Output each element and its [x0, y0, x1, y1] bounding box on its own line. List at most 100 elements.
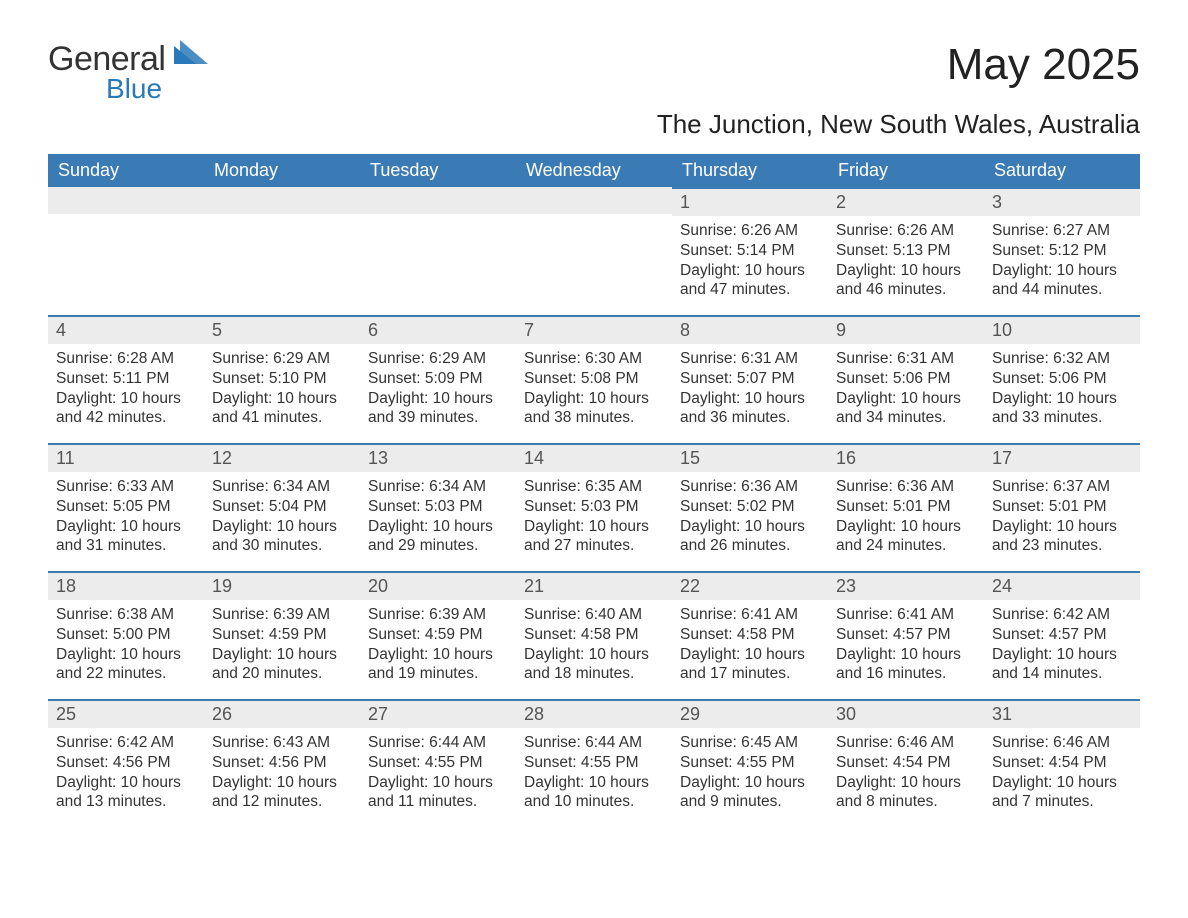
day-number-bar: 20 [360, 571, 516, 600]
calendar-day-cell: 2Sunrise: 6:26 AMSunset: 5:13 PMDaylight… [828, 187, 984, 315]
calendar-day-cell: 14Sunrise: 6:35 AMSunset: 5:03 PMDayligh… [516, 443, 672, 571]
day-body: Sunrise: 6:40 AMSunset: 4:58 PMDaylight:… [516, 600, 672, 684]
day-number-bar: 14 [516, 443, 672, 472]
day-body: Sunrise: 6:38 AMSunset: 5:00 PMDaylight:… [48, 600, 204, 684]
calendar-day-cell: 27Sunrise: 6:44 AMSunset: 4:55 PMDayligh… [360, 699, 516, 827]
page-title: May 2025 [947, 40, 1140, 90]
sunset-text: Sunset: 5:01 PM [836, 497, 976, 517]
sunset-text: Sunset: 4:55 PM [524, 753, 664, 773]
calendar-day-cell: 18Sunrise: 6:38 AMSunset: 5:00 PMDayligh… [48, 571, 204, 699]
day-number-bar: 26 [204, 699, 360, 728]
calendar-day-cell: 30Sunrise: 6:46 AMSunset: 4:54 PMDayligh… [828, 699, 984, 827]
calendar-body: 1Sunrise: 6:26 AMSunset: 5:14 PMDaylight… [48, 187, 1140, 827]
sunset-text: Sunset: 5:14 PM [680, 241, 820, 261]
daylight-text: Daylight: 10 hours and 18 minutes. [524, 645, 664, 685]
sunrise-text: Sunrise: 6:39 AM [212, 605, 352, 625]
day-body: Sunrise: 6:33 AMSunset: 5:05 PMDaylight:… [48, 472, 204, 556]
calendar-header-row: Sunday Monday Tuesday Wednesday Thursday… [48, 154, 1140, 187]
day-number-bar: 25 [48, 699, 204, 728]
day-header: Sunday [48, 154, 204, 187]
brand-logo: General Blue [48, 40, 208, 105]
day-header: Saturday [984, 154, 1140, 187]
day-number-bar: 11 [48, 443, 204, 472]
daylight-text: Daylight: 10 hours and 17 minutes. [680, 645, 820, 685]
daylight-text: Daylight: 10 hours and 12 minutes. [212, 773, 352, 813]
day-number-bar: 23 [828, 571, 984, 600]
daylight-text: Daylight: 10 hours and 44 minutes. [992, 261, 1132, 301]
day-number-bar: 18 [48, 571, 204, 600]
daylight-text: Daylight: 10 hours and 10 minutes. [524, 773, 664, 813]
sunset-text: Sunset: 5:13 PM [836, 241, 976, 261]
day-number-bar: 10 [984, 315, 1140, 344]
day-body: Sunrise: 6:29 AMSunset: 5:10 PMDaylight:… [204, 344, 360, 428]
day-body: Sunrise: 6:43 AMSunset: 4:56 PMDaylight:… [204, 728, 360, 812]
calendar-day-cell: 15Sunrise: 6:36 AMSunset: 5:02 PMDayligh… [672, 443, 828, 571]
sunset-text: Sunset: 4:56 PM [212, 753, 352, 773]
day-header: Tuesday [360, 154, 516, 187]
calendar-day-cell: 16Sunrise: 6:36 AMSunset: 5:01 PMDayligh… [828, 443, 984, 571]
daylight-text: Daylight: 10 hours and 29 minutes. [368, 517, 508, 557]
day-number-bar: 7 [516, 315, 672, 344]
sunset-text: Sunset: 4:55 PM [680, 753, 820, 773]
day-body: Sunrise: 6:37 AMSunset: 5:01 PMDaylight:… [984, 472, 1140, 556]
sunset-text: Sunset: 5:09 PM [368, 369, 508, 389]
calendar-day-cell: 12Sunrise: 6:34 AMSunset: 5:04 PMDayligh… [204, 443, 360, 571]
sunset-text: Sunset: 5:08 PM [524, 369, 664, 389]
day-body: Sunrise: 6:31 AMSunset: 5:06 PMDaylight:… [828, 344, 984, 428]
day-body: Sunrise: 6:41 AMSunset: 4:58 PMDaylight:… [672, 600, 828, 684]
calendar-day-cell: 4Sunrise: 6:28 AMSunset: 5:11 PMDaylight… [48, 315, 204, 443]
day-body: Sunrise: 6:26 AMSunset: 5:13 PMDaylight:… [828, 216, 984, 300]
sunrise-text: Sunrise: 6:29 AM [212, 349, 352, 369]
day-body: Sunrise: 6:26 AMSunset: 5:14 PMDaylight:… [672, 216, 828, 300]
calendar-day-cell [48, 187, 204, 315]
daylight-text: Daylight: 10 hours and 13 minutes. [56, 773, 196, 813]
day-number-bar: 1 [672, 187, 828, 216]
daylight-text: Daylight: 10 hours and 41 minutes. [212, 389, 352, 429]
day-body: Sunrise: 6:45 AMSunset: 4:55 PMDaylight:… [672, 728, 828, 812]
sunset-text: Sunset: 5:03 PM [368, 497, 508, 517]
sunset-text: Sunset: 4:58 PM [524, 625, 664, 645]
day-number-bar: 2 [828, 187, 984, 216]
sunrise-text: Sunrise: 6:44 AM [368, 733, 508, 753]
calendar-day-cell: 5Sunrise: 6:29 AMSunset: 5:10 PMDaylight… [204, 315, 360, 443]
sunset-text: Sunset: 5:00 PM [56, 625, 196, 645]
daylight-text: Daylight: 10 hours and 42 minutes. [56, 389, 196, 429]
daylight-text: Daylight: 10 hours and 38 minutes. [524, 389, 664, 429]
day-header: Thursday [672, 154, 828, 187]
sunset-text: Sunset: 4:59 PM [212, 625, 352, 645]
sunrise-text: Sunrise: 6:31 AM [680, 349, 820, 369]
daylight-text: Daylight: 10 hours and 8 minutes. [836, 773, 976, 813]
day-number-bar: 30 [828, 699, 984, 728]
sunset-text: Sunset: 5:10 PM [212, 369, 352, 389]
calendar-day-cell: 28Sunrise: 6:44 AMSunset: 4:55 PMDayligh… [516, 699, 672, 827]
sunset-text: Sunset: 4:56 PM [56, 753, 196, 773]
sunset-text: Sunset: 5:11 PM [56, 369, 196, 389]
calendar-day-cell: 29Sunrise: 6:45 AMSunset: 4:55 PMDayligh… [672, 699, 828, 827]
calendar-week-row: 11Sunrise: 6:33 AMSunset: 5:05 PMDayligh… [48, 443, 1140, 571]
day-body: Sunrise: 6:44 AMSunset: 4:55 PMDaylight:… [360, 728, 516, 812]
daylight-text: Daylight: 10 hours and 30 minutes. [212, 517, 352, 557]
day-number-bar: 12 [204, 443, 360, 472]
day-body: Sunrise: 6:42 AMSunset: 4:56 PMDaylight:… [48, 728, 204, 812]
brand-word2: Blue [106, 73, 208, 105]
day-number-bar: 4 [48, 315, 204, 344]
daylight-text: Daylight: 10 hours and 23 minutes. [992, 517, 1132, 557]
sunrise-text: Sunrise: 6:42 AM [56, 733, 196, 753]
calendar-week-row: 18Sunrise: 6:38 AMSunset: 5:00 PMDayligh… [48, 571, 1140, 699]
day-number-bar: 21 [516, 571, 672, 600]
sunrise-text: Sunrise: 6:26 AM [680, 221, 820, 241]
day-number-bar: 28 [516, 699, 672, 728]
calendar-week-row: 1Sunrise: 6:26 AMSunset: 5:14 PMDaylight… [48, 187, 1140, 315]
daylight-text: Daylight: 10 hours and 46 minutes. [836, 261, 976, 301]
day-number-bar: 24 [984, 571, 1140, 600]
sunrise-text: Sunrise: 6:34 AM [212, 477, 352, 497]
calendar-day-cell: 13Sunrise: 6:34 AMSunset: 5:03 PMDayligh… [360, 443, 516, 571]
day-body: Sunrise: 6:28 AMSunset: 5:11 PMDaylight:… [48, 344, 204, 428]
day-number-bar [204, 187, 360, 214]
sunrise-text: Sunrise: 6:36 AM [836, 477, 976, 497]
sunset-text: Sunset: 4:57 PM [836, 625, 976, 645]
sunrise-text: Sunrise: 6:33 AM [56, 477, 196, 497]
day-number-bar: 9 [828, 315, 984, 344]
day-body: Sunrise: 6:30 AMSunset: 5:08 PMDaylight:… [516, 344, 672, 428]
day-number-bar: 6 [360, 315, 516, 344]
